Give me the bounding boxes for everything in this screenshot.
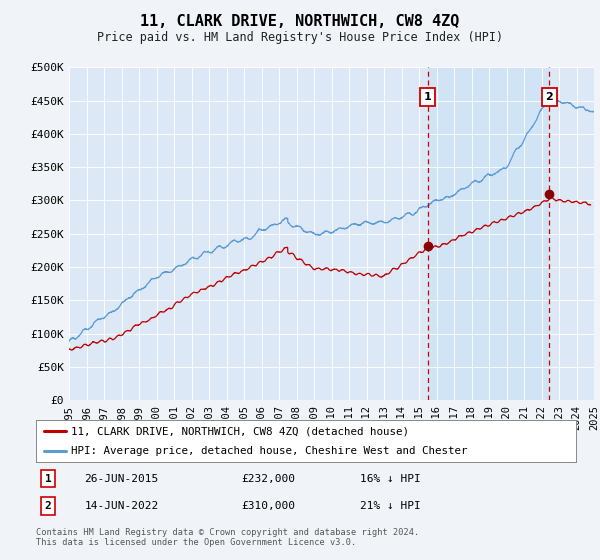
Text: 11, CLARK DRIVE, NORTHWICH, CW8 4ZQ: 11, CLARK DRIVE, NORTHWICH, CW8 4ZQ: [140, 14, 460, 29]
Text: 1: 1: [44, 474, 51, 484]
Text: 26-JUN-2015: 26-JUN-2015: [85, 474, 159, 484]
Text: Price paid vs. HM Land Registry's House Price Index (HPI): Price paid vs. HM Land Registry's House …: [97, 31, 503, 44]
Text: 16% ↓ HPI: 16% ↓ HPI: [360, 474, 421, 484]
Text: 2: 2: [545, 92, 553, 102]
Text: 21% ↓ HPI: 21% ↓ HPI: [360, 501, 421, 511]
Text: Contains HM Land Registry data © Crown copyright and database right 2024.
This d: Contains HM Land Registry data © Crown c…: [36, 528, 419, 547]
Bar: [428, 67, 550, 400]
Text: £232,000: £232,000: [241, 474, 295, 484]
Text: 2: 2: [44, 501, 51, 511]
Text: 14-JUN-2022: 14-JUN-2022: [85, 501, 159, 511]
Text: £310,000: £310,000: [241, 501, 295, 511]
Text: 1: 1: [424, 92, 431, 102]
Text: 11, CLARK DRIVE, NORTHWICH, CW8 4ZQ (detached house): 11, CLARK DRIVE, NORTHWICH, CW8 4ZQ (det…: [71, 426, 409, 436]
Text: HPI: Average price, detached house, Cheshire West and Chester: HPI: Average price, detached house, Ches…: [71, 446, 467, 456]
